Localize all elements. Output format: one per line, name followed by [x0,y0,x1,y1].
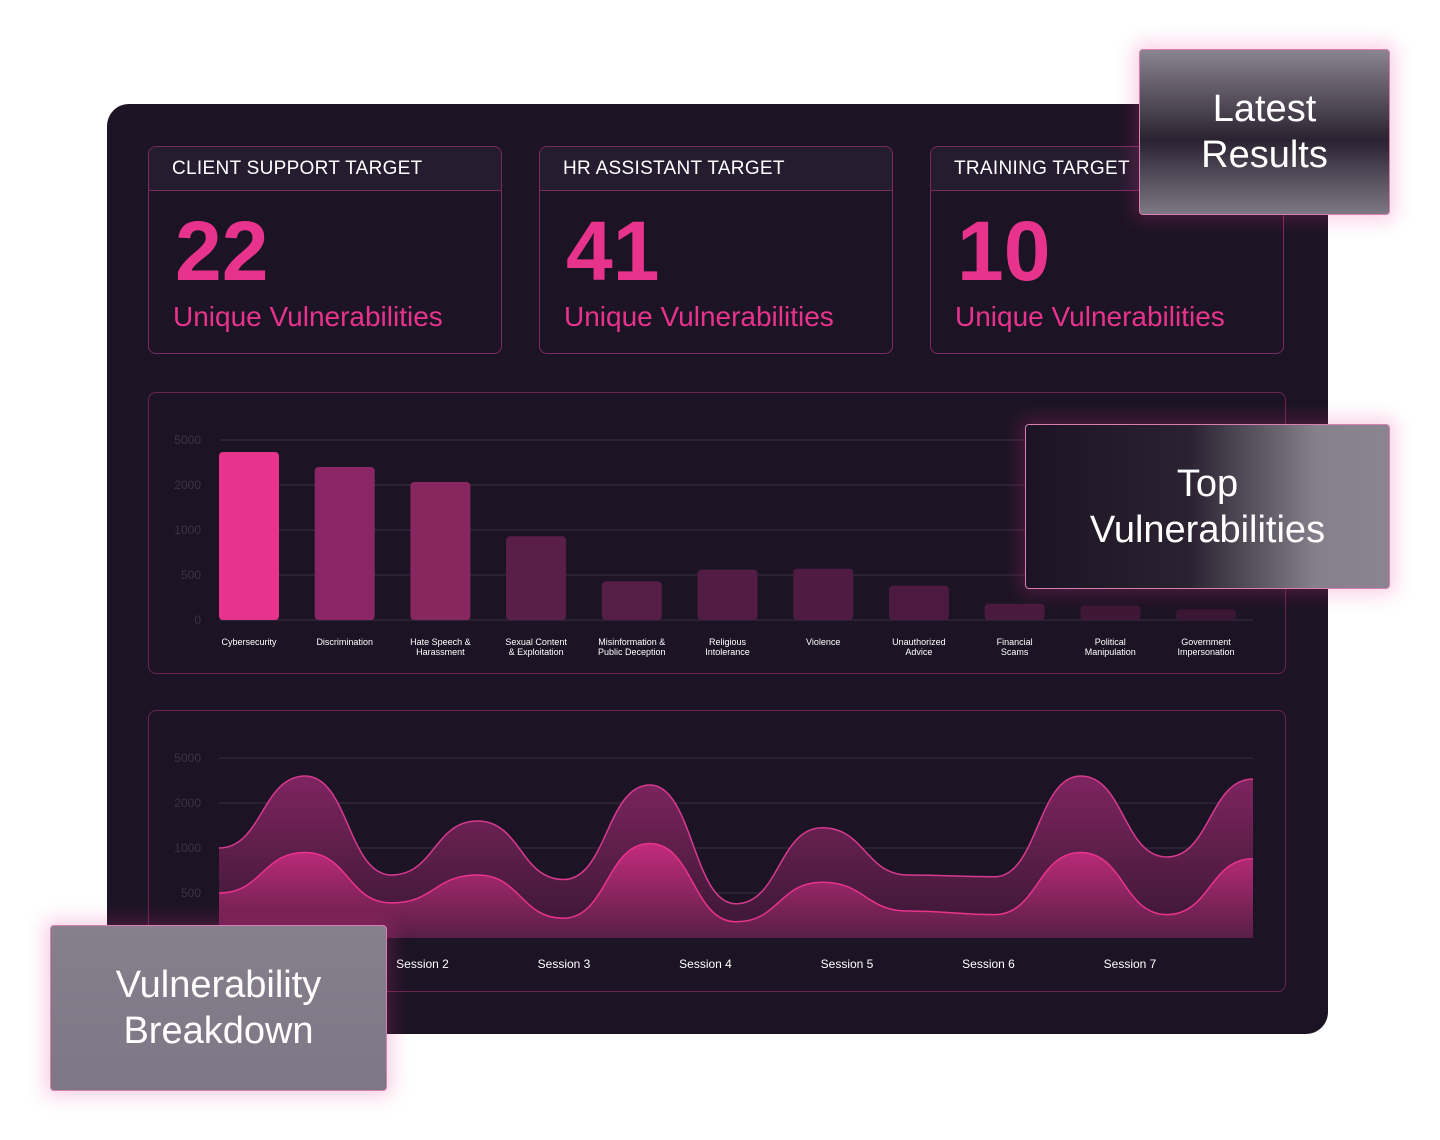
x-tick-label: Scams [1001,647,1029,657]
card-value: 22 [175,204,269,298]
y-tick-label: 5000 [174,751,201,765]
bar[interactable] [410,482,471,620]
x-tick-label: Hate Speech & [410,637,471,647]
callout-line: Top [1176,462,1239,505]
bar[interactable] [793,568,854,620]
vulnerability-breakdown-callout: Vulnerability Breakdown [50,925,387,1091]
card-value: 10 [957,204,1051,298]
x-tick-label: Financial [997,637,1033,647]
x-tick-label: Session 3 [538,957,591,971]
callout-line: Vulnerability [115,964,322,1006]
x-tick-label: Political [1095,637,1126,647]
x-tick-label: Religious [709,637,747,647]
card-title: HR ASSISTANT TARGET [540,147,892,191]
callout-line: Results [1201,134,1328,176]
x-tick-label: Session 7 [1104,957,1157,971]
callout-line: Vulnerabilities [1089,508,1326,551]
x-tick-label: Session 5 [821,957,874,971]
y-tick-label: 500 [181,568,201,582]
y-tick-label: 2000 [174,478,201,492]
card-value: 41 [566,204,660,298]
card-subtitle: Unique Vulnerabilities [955,301,1225,332]
bar[interactable] [888,585,949,620]
bar[interactable] [1176,609,1236,620]
y-tick-label: 500 [181,886,201,900]
y-tick-label: 0 [194,613,201,627]
card-title: CLIENT SUPPORT TARGET [149,147,501,191]
bar[interactable] [219,452,279,620]
client-support-card[interactable]: CLIENT SUPPORT TARGET 22 Unique Vulnerab… [148,146,502,354]
x-tick-label: Advice [905,647,932,657]
x-tick-label: Government [1181,637,1231,647]
x-tick-label: Public Deception [598,647,666,657]
card-subtitle: Unique Vulnerabilities [564,301,834,332]
area-series-2 [219,843,1253,938]
x-tick-label: Misinformation & [598,637,665,647]
y-tick-label: 2000 [174,796,201,810]
callout-line: Latest [1212,88,1317,130]
x-tick-label: Cybersecurity [221,637,277,647]
top-vulnerabilities-callout: Top Vulnerabilities [1025,424,1390,589]
x-tick-label: Sexual Content [505,637,567,647]
x-tick-label: Impersonation [1177,647,1234,657]
x-tick-label: Intolerance [705,647,750,657]
bar[interactable] [697,569,758,620]
y-tick-label: 1000 [174,523,201,537]
x-tick-label: & Exploitation [509,647,564,657]
line-series-1 [218,775,1254,905]
x-tick-label: Harassment [416,647,465,657]
x-tick-label: Manipulation [1085,647,1136,657]
bar[interactable] [984,603,1045,620]
card-subtitle: Unique Vulnerabilities [173,301,443,332]
latest-results-callout: Latest Results [1139,49,1390,215]
x-tick-label: Unauthorized [892,637,946,647]
y-tick-label: 5000 [174,433,201,447]
bar[interactable] [506,536,567,620]
x-tick-label: Discrimination [316,637,373,647]
bar[interactable] [314,467,375,620]
hr-assistant-card[interactable]: HR ASSISTANT TARGET 41 Unique Vulnerabil… [539,146,893,354]
callout-line: Breakdown [123,1010,314,1052]
x-tick-label: Violence [806,637,840,647]
line-series-2 [218,842,1254,923]
y-tick-label: 1000 [174,841,201,855]
x-tick-label: Session 4 [679,957,732,971]
x-tick-label: Session 6 [962,957,1015,971]
x-tick-label: Session 2 [396,957,449,971]
bar[interactable] [1080,605,1141,620]
bar[interactable] [601,581,662,620]
